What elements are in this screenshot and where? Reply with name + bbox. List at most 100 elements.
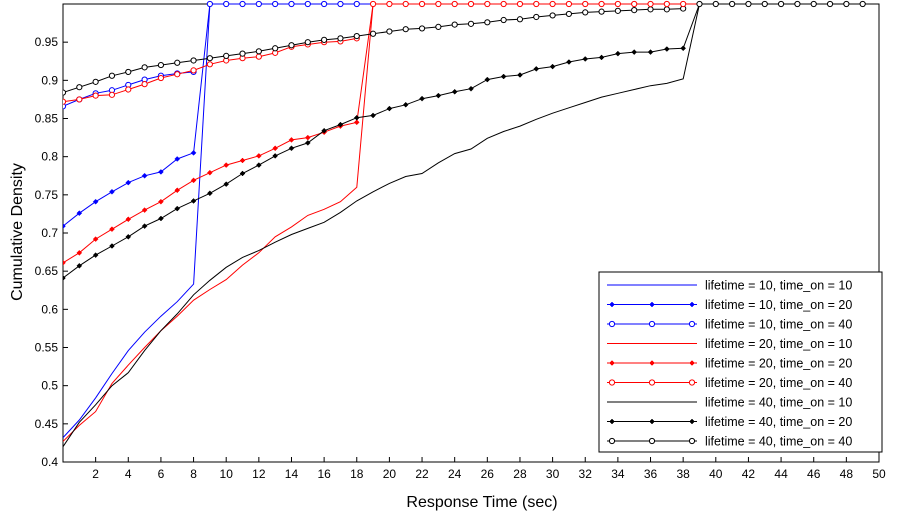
data-point [435,92,442,99]
legend-label: lifetime = 10, time_on = 20 [705,298,852,312]
x-axis-ticks: 2 4 6 8 10 12 14 16 18 20 22 24 26 28 30 32 34 36 38 40 42 44… [92,457,886,481]
data-point [63,89,67,96]
data-point [206,55,213,62]
data-point [418,25,426,32]
x-tick-label: 6 [158,467,165,481]
data-point [304,0,311,8]
data-point [435,23,442,30]
series-10 [369,0,687,8]
legend-label: lifetime = 20, time_on = 20 [705,357,852,371]
data-point [500,16,507,24]
x-tick-label: 50 [872,467,886,481]
data-point [614,0,621,8]
y-tick-label: 0.45 [35,417,59,431]
data-point [696,0,703,8]
data-point [174,156,181,162]
data-point [76,96,83,103]
data-point [141,223,148,229]
data-point [369,30,377,37]
data-point [353,32,360,40]
data-point [190,67,197,74]
data-point [223,162,230,168]
y-axis-label: Cumulative Density [9,163,26,301]
data-point [533,66,540,72]
y-tick-label: 0.6 [41,302,58,316]
legend-item: lifetime = 20, time_on = 10 [607,337,852,351]
data-point [255,0,262,8]
data-point [680,0,687,8]
data-point [288,145,295,152]
data-point [207,190,213,197]
legend-label: lifetime = 20, time_on = 10 [705,337,852,351]
data-point [174,187,181,194]
legend-item: lifetime = 10, time_on = 40 [607,318,852,332]
legend-item: lifetime = 20, time_on = 40 [607,376,852,390]
legend-marker [688,320,696,328]
legend-marker [689,418,695,425]
data-point [272,145,279,152]
data-point [76,249,83,256]
data-point [533,13,540,21]
x-tick-label: 34 [611,467,625,481]
data-point [63,98,67,105]
data-point [418,0,426,8]
legend-marker [648,320,656,328]
data-point [255,153,262,159]
x-tick-label: 2 [92,467,99,481]
data-point [761,0,768,8]
data-point [223,181,230,188]
data-point [158,198,164,205]
data-point [63,275,66,281]
data-point [565,0,573,8]
data-point [223,0,230,8]
data-point [288,42,295,49]
data-point [663,0,670,8]
legend-marker [649,418,655,425]
data-point [92,236,99,242]
legend-marker [648,437,656,445]
legend-label: lifetime = 10, time_on = 40 [705,318,852,332]
x-tick-label: 14 [285,467,299,481]
data-point [304,39,311,46]
legend-marker [609,301,615,308]
data-point [647,0,654,8]
legend-label: lifetime = 40, time_on = 10 [705,396,852,410]
data-point [63,223,66,229]
data-point [777,0,785,8]
legend-marker [609,360,615,366]
data-point [125,179,132,186]
data-point [451,21,458,28]
legend-marker [689,360,695,366]
data-point [125,216,132,223]
legend-marker [649,301,655,308]
data-point [76,84,83,91]
data-point [386,28,393,35]
data-point [108,91,116,98]
data-point [386,0,393,8]
x-tick-label: 32 [579,467,593,481]
data-point [190,57,197,64]
data-point [647,49,654,55]
y-tick-label: 0.85 [35,112,59,126]
data-point [402,0,409,8]
y-tick-label: 0.5 [41,379,58,393]
x-tick-label: 18 [350,467,364,481]
data-point [369,0,377,8]
data-point [549,0,556,8]
data-point [565,10,573,18]
x-tick-label: 10 [220,467,234,481]
data-point [468,85,474,92]
x-tick-label: 38 [676,467,690,481]
y-tick-label: 0.7 [41,226,58,240]
x-tick-label: 48 [840,467,854,481]
data-point [174,71,181,78]
data-point [321,0,328,8]
y-tick-label: 0.55 [35,341,59,355]
data-point [239,0,246,8]
data-point [631,49,638,55]
data-point [63,259,66,266]
data-point [647,6,654,13]
legend-marker [649,360,655,366]
data-point [109,243,115,249]
data-point [712,0,719,8]
